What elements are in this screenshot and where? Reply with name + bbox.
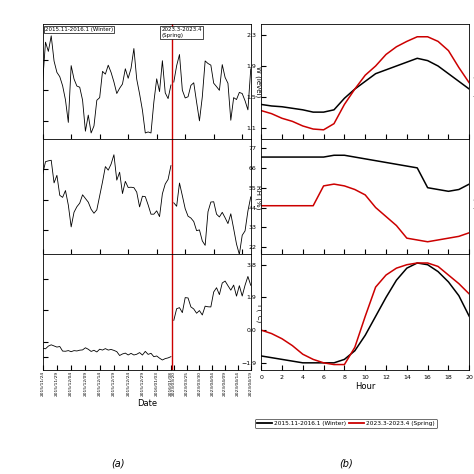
- Legend: 2015.11-2016.1 (Winter), 2023.3-2023.4 (Spring): 2015.11-2016.1 (Winter), 2023.3-2023.4 (…: [255, 419, 437, 428]
- Y-axis label: W (level): W (level): [255, 66, 262, 97]
- Text: 2023.3-2023.4
(Spring): 2023.3-2023.4 (Spring): [161, 27, 202, 38]
- Y-axis label: RH (%): RH (%): [255, 184, 262, 209]
- Text: (b): (b): [339, 459, 353, 469]
- Text: 2015.11-2016.1 (Winter): 2015.11-2016.1 (Winter): [45, 27, 113, 32]
- X-axis label: Hour: Hour: [355, 383, 375, 392]
- Text: (a): (a): [112, 459, 125, 469]
- Y-axis label: T (°C): T (°C): [255, 302, 262, 322]
- X-axis label: Date: Date: [137, 399, 157, 408]
